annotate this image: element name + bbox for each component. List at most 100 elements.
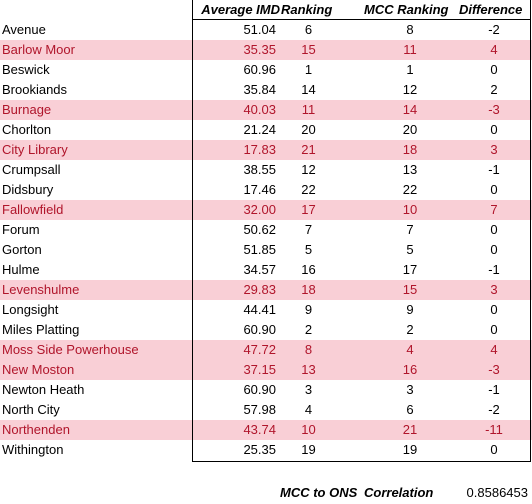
cell-difference: 3 xyxy=(490,142,498,157)
cell-average-imd: 43.74 xyxy=(243,422,276,437)
cell-average-imd: 21.24 xyxy=(243,122,276,137)
table-row: City Library 17.83 21 18 3 xyxy=(0,140,532,160)
cell-name: Northenden xyxy=(2,422,70,437)
cell-average-imd: 37.15 xyxy=(243,362,276,377)
cell-mcc-ranking: 12 xyxy=(402,82,418,97)
cell-mcc-ranking: 16 xyxy=(402,362,418,377)
cell-average-imd: 38.55 xyxy=(243,162,276,177)
cell-name: Longsight xyxy=(2,302,59,317)
cell-difference: -2 xyxy=(488,402,500,417)
cell-difference: 0 xyxy=(490,322,498,337)
cell-name: Barlow Moor xyxy=(2,42,75,57)
cell-difference: 0 xyxy=(490,242,498,257)
cell-difference: 0 xyxy=(490,222,498,237)
cell-mcc-ranking: 8 xyxy=(406,22,414,37)
table-right-border xyxy=(530,0,531,462)
cell-average-imd: 25.35 xyxy=(243,442,276,457)
cell-name: Chorlton xyxy=(2,122,52,137)
cell-name: Avenue xyxy=(2,22,46,37)
cell-name: Moss Side Powerhouse xyxy=(2,342,139,357)
cell-mcc-ranking: 6 xyxy=(406,402,414,417)
cell-mcc-ranking: 19 xyxy=(402,442,418,457)
cell-difference: 0 xyxy=(490,62,498,77)
cell-name: Forum xyxy=(2,222,40,237)
header-underline xyxy=(192,19,530,20)
table-row: Newton Heath 60.90 3 3 -1 xyxy=(0,380,532,400)
cell-average-imd: 51.85 xyxy=(243,242,276,257)
cell-name: Miles Platting xyxy=(2,322,80,337)
column-divider xyxy=(192,0,193,462)
cell-average-imd: 17.83 xyxy=(243,142,276,157)
cell-mcc-ranking: 21 xyxy=(402,422,418,437)
table-row: Avenue 51.04 6 8 -2 xyxy=(0,20,532,40)
cell-difference: 0 xyxy=(490,122,498,137)
cell-difference: 2 xyxy=(490,82,498,97)
cell-mcc-ranking: 2 xyxy=(406,322,414,337)
cell-name: Withington xyxy=(2,442,64,457)
cell-difference: -1 xyxy=(488,162,500,177)
cell-name: City Library xyxy=(2,142,68,157)
cell-ranking: 20 xyxy=(301,122,316,137)
cell-average-imd: 35.35 xyxy=(243,42,276,57)
cell-average-imd: 40.03 xyxy=(243,102,276,117)
cell-difference: 7 xyxy=(490,202,498,217)
cell-mcc-ranking: 18 xyxy=(402,142,418,157)
cell-ranking: 7 xyxy=(304,222,313,237)
cell-name: Brookiands xyxy=(2,82,68,97)
table-row: Crumpsall 38.55 12 13 -1 xyxy=(0,160,532,180)
correlation-label: Correlation xyxy=(364,485,434,500)
cell-average-imd: 17.46 xyxy=(243,182,276,197)
cell-average-imd: 34.57 xyxy=(243,262,276,277)
table-row: Barlow Moor 35.35 15 11 4 xyxy=(0,40,532,60)
cell-mcc-ranking: 13 xyxy=(402,162,418,177)
table-row: Beswick 60.96 1 1 0 xyxy=(0,60,532,80)
cell-difference: -3 xyxy=(488,362,500,377)
cell-difference: -1 xyxy=(488,382,500,397)
cell-name: Levenshulme xyxy=(2,282,80,297)
cell-difference: 0 xyxy=(490,442,498,457)
cell-difference: -1 xyxy=(488,262,500,277)
table-row: Levenshulme 29.83 18 15 3 xyxy=(0,280,532,300)
footer-label: MCC to ONS xyxy=(280,485,358,500)
cell-ranking: 4 xyxy=(304,402,313,417)
table-row: Fallowfield 32.00 17 10 7 xyxy=(0,200,532,220)
cell-name: Beswick xyxy=(2,62,50,77)
cell-name: Gorton xyxy=(2,242,42,257)
cell-average-imd: 50.62 xyxy=(243,222,276,237)
cell-ranking: 2 xyxy=(304,322,313,337)
cell-ranking: 1 xyxy=(304,62,313,77)
header-average-imd: Average IMD xyxy=(201,2,280,17)
cell-mcc-ranking: 7 xyxy=(406,222,414,237)
cell-average-imd: 57.98 xyxy=(243,402,276,417)
cell-name: North City xyxy=(2,402,60,417)
cell-difference: 4 xyxy=(490,342,498,357)
cell-ranking: 6 xyxy=(304,22,313,37)
cell-average-imd: 35.84 xyxy=(243,82,276,97)
table-row: Withington 25.35 19 19 0 xyxy=(0,440,532,460)
cell-difference: -3 xyxy=(488,102,500,117)
cell-average-imd: 51.04 xyxy=(243,22,276,37)
table-row: Burnage 40.03 11 14 -3 xyxy=(0,100,532,120)
cell-difference: 4 xyxy=(490,42,498,57)
cell-difference: 0 xyxy=(490,302,498,317)
cell-mcc-ranking: 11 xyxy=(403,42,417,57)
cell-name: Hulme xyxy=(2,262,40,277)
cell-name: Didsbury xyxy=(2,182,54,197)
cell-ranking: 14 xyxy=(301,82,316,97)
cell-mcc-ranking: 10 xyxy=(402,202,418,217)
cell-ranking: 16 xyxy=(301,262,316,277)
cell-name: Burnage xyxy=(2,102,52,117)
cell-mcc-ranking: 15 xyxy=(402,282,418,297)
cell-ranking: 10 xyxy=(301,422,316,437)
cell-difference: 0 xyxy=(490,182,498,197)
cell-average-imd: 47.72 xyxy=(243,342,276,357)
cell-ranking: 21 xyxy=(301,142,316,157)
cell-name: Crumpsall xyxy=(2,162,61,177)
cell-ranking: 8 xyxy=(304,342,313,357)
cell-average-imd: 32.00 xyxy=(243,202,276,217)
header-difference: Difference xyxy=(459,2,523,17)
cell-ranking: 22 xyxy=(301,182,316,197)
cell-ranking: 13 xyxy=(301,362,316,377)
cell-mcc-ranking: 4 xyxy=(406,342,414,357)
cell-ranking: 12 xyxy=(301,162,316,177)
